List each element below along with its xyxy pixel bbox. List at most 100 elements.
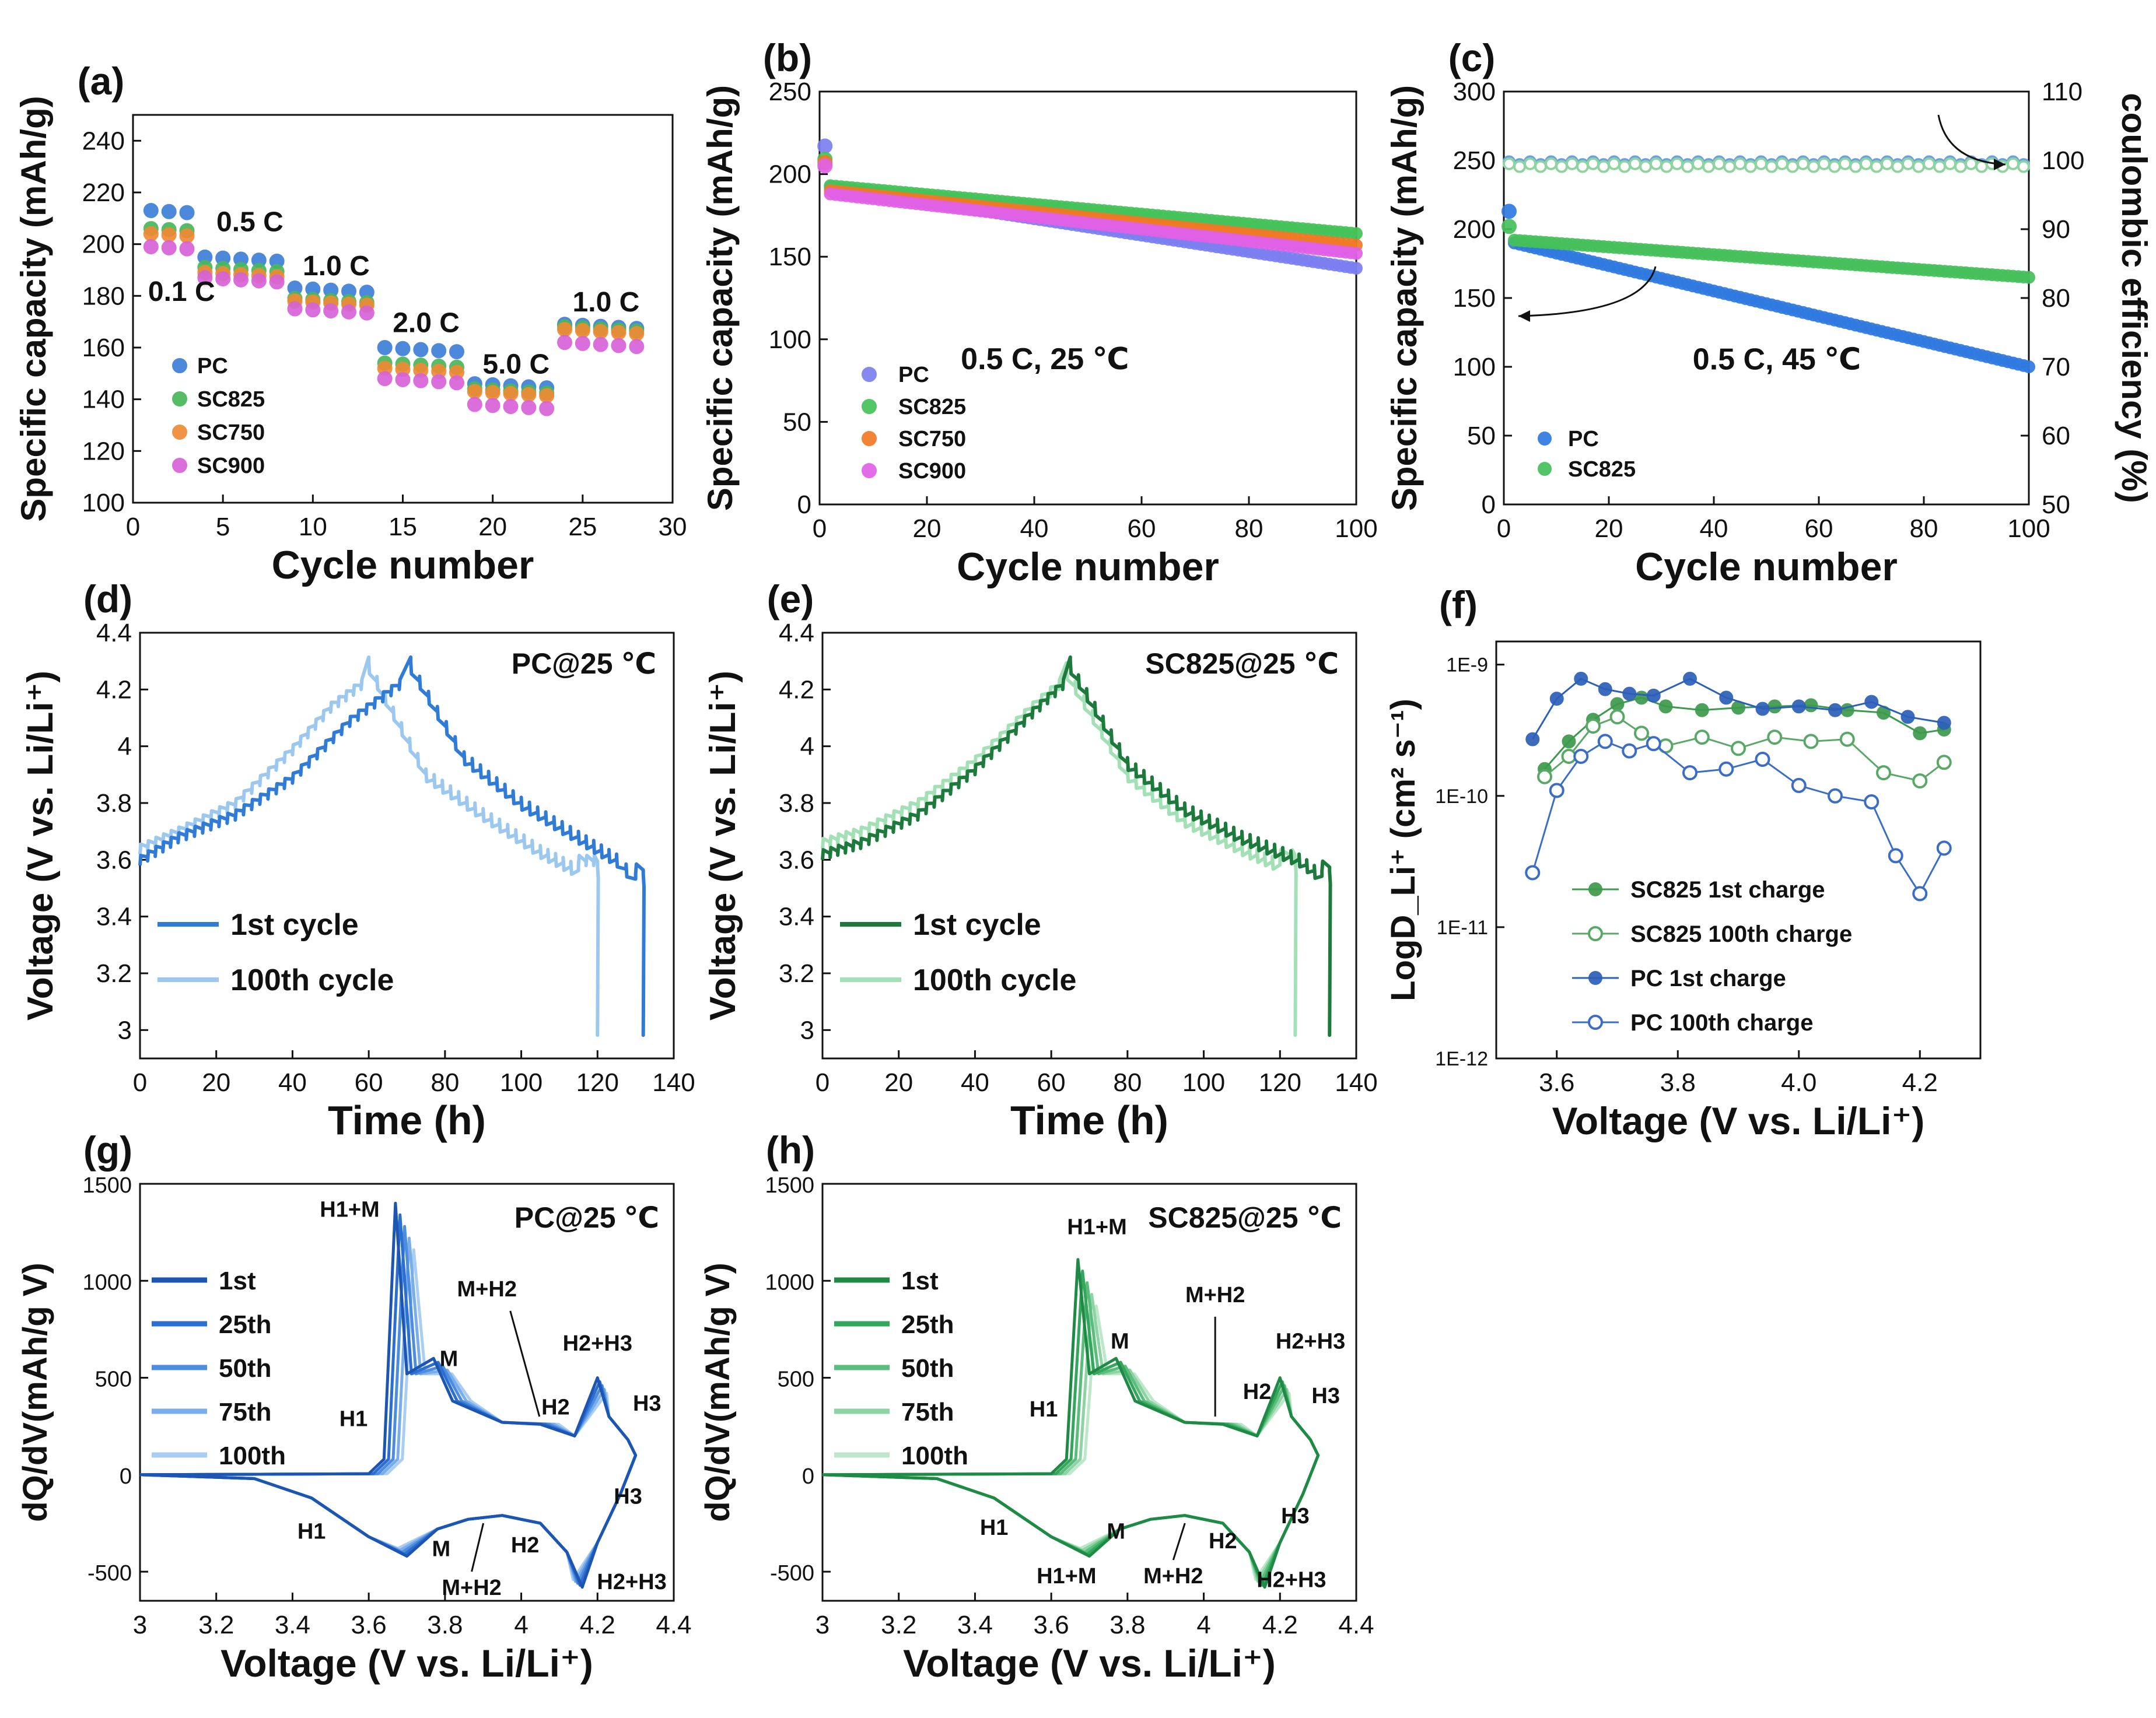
ce-point-c-SC825-85 bbox=[1944, 157, 1957, 170]
point-a-SC900-21 bbox=[503, 399, 519, 415]
x-tick-label-c-4: 80 bbox=[1910, 514, 1938, 543]
ce-point-c-SC825-83 bbox=[1933, 160, 1946, 173]
x-axis-label-a: Cycle number bbox=[272, 543, 534, 587]
y2-tick-label-c-6: 110 bbox=[2042, 78, 2082, 106]
point-a-SC900-10 bbox=[305, 302, 321, 318]
x-tick-label-f-1: 3.8 bbox=[1660, 1068, 1696, 1097]
point-a-SC900-17 bbox=[431, 374, 447, 390]
panel-h: 3 3.2 3.4 3.6 3.8 4 4.2 4.4 -500 0 500 1000 1500 Volt… bbox=[699, 1128, 1374, 1685]
y-tick-label-g-4: 1500 bbox=[82, 1173, 132, 1198]
point-c-SC825-100 bbox=[2022, 271, 2035, 284]
peak-label-h-11: H1+M bbox=[1037, 1564, 1096, 1589]
peak-label-h-8: H1 bbox=[980, 1516, 1009, 1540]
ce-point-c-SC825-71 bbox=[1870, 160, 1883, 173]
y-tick-label-a-5: 200 bbox=[82, 230, 125, 259]
legend-label-d-1: 100th cycle bbox=[230, 963, 394, 997]
y2-tick-label-c-4: 90 bbox=[2042, 215, 2070, 244]
arrow-right-c bbox=[1937, 114, 2006, 166]
legend-marker-a-2 bbox=[172, 425, 187, 440]
x-tick-label-e-1: 20 bbox=[884, 1068, 913, 1097]
y-tick-label-d-3: 3.6 bbox=[96, 846, 132, 874]
x-tick-label-a-5: 25 bbox=[568, 513, 597, 541]
legend-marker-a-1 bbox=[172, 391, 187, 406]
point-f-1-2 bbox=[1586, 718, 1601, 734]
legend-label-f-2: PC 1st charge bbox=[1630, 966, 1786, 991]
series-line-h-75th bbox=[822, 1293, 1320, 1583]
point-a-SC900-23 bbox=[539, 401, 555, 416]
y-tick-label-d-6: 4.2 bbox=[96, 675, 132, 704]
x-tick-label-e-6: 120 bbox=[1259, 1068, 1301, 1097]
point-a-SC750-23 bbox=[539, 388, 555, 404]
point-b-SC900-100 bbox=[1350, 247, 1363, 260]
legend-label-h-3: 75th bbox=[901, 1398, 954, 1426]
legend-marker-c-1 bbox=[1538, 462, 1552, 476]
point-a-SC750-21 bbox=[503, 385, 519, 401]
point-a-PC-17 bbox=[431, 343, 447, 359]
series-line-d-100th-cycle bbox=[138, 655, 600, 1037]
y-axis-label-c: Specific capacity (mAh/g) bbox=[1385, 85, 1424, 511]
ce-point-c-SC825-49 bbox=[1755, 157, 1768, 170]
annotation-b-0: 0.5 C, 25 ℃ bbox=[961, 342, 1129, 376]
x-tick-label-c-3: 60 bbox=[1805, 514, 1833, 543]
ce-point-c-SC825-81 bbox=[1923, 157, 1936, 170]
y-tick-label-a-6: 220 bbox=[82, 178, 125, 207]
legend-label-h-1: 25th bbox=[901, 1310, 954, 1339]
peak-label-h-0: H1+M bbox=[1067, 1215, 1126, 1239]
point-a-SC900-27 bbox=[611, 338, 626, 353]
y-tick-label-c-5: 250 bbox=[1453, 146, 1496, 175]
point-a-SC750-28 bbox=[629, 326, 645, 342]
x-axis-label-e: Time (h) bbox=[1010, 1098, 1168, 1143]
y-axis-label-d: Voltage (V vs. Li/Li⁺) bbox=[20, 671, 61, 1021]
y2-axis-label-c: coulombic efficiency (%) bbox=[2115, 93, 2154, 503]
point-c-PC-100 bbox=[2022, 360, 2035, 373]
y-tick-label-b-2: 100 bbox=[769, 325, 811, 354]
ce-point-c-SC825-47 bbox=[1744, 160, 1757, 173]
point-a-SC750-19 bbox=[467, 384, 482, 399]
y2-tick-label-c-0: 50 bbox=[2042, 490, 2070, 519]
legend-label-c-0: PC bbox=[1568, 427, 1599, 451]
point-f-1-1 bbox=[1561, 748, 1577, 764]
point-f-2-4 bbox=[1622, 686, 1637, 701]
chart-title-e: SC825@25 ℃ bbox=[1145, 647, 1339, 680]
x-tick-label-e-3: 60 bbox=[1037, 1068, 1066, 1097]
y-axis-label-g: dQ/dV(mAh/g V) bbox=[16, 1263, 54, 1522]
annotation-a-1: 0.5 C bbox=[216, 207, 284, 238]
ce-point-c-SC825-19 bbox=[1597, 160, 1610, 173]
point-f-0-12 bbox=[1913, 726, 1927, 741]
point-f-3-4 bbox=[1622, 743, 1637, 759]
series-line-h-50th bbox=[822, 1281, 1320, 1585]
point-a-SC750-26 bbox=[593, 324, 608, 339]
legend-label-c-1: SC825 bbox=[1568, 457, 1636, 482]
point-a-SC900-6 bbox=[233, 272, 249, 287]
y-tick-label-b-4: 200 bbox=[769, 160, 811, 189]
x-tick-label-g-3: 3.6 bbox=[351, 1611, 387, 1639]
point-a-SC900-15 bbox=[395, 371, 411, 387]
peak-label-g-0: H1+M bbox=[320, 1198, 379, 1222]
x-axis-label-c: Cycle number bbox=[1635, 545, 1898, 589]
x-tick-label-e-0: 0 bbox=[816, 1068, 830, 1097]
point-a-SC750-20 bbox=[485, 385, 501, 401]
point-f-2-6 bbox=[1683, 671, 1697, 686]
y-tick-label-e-3: 3.6 bbox=[779, 846, 814, 874]
ce-point-c-SC825-1 bbox=[1503, 157, 1516, 170]
point-a-SC900-12 bbox=[341, 304, 356, 320]
plot-frame-h bbox=[821, 1183, 1357, 1602]
legend-label-a-0: PC bbox=[197, 354, 228, 378]
legend-marker-a-3 bbox=[172, 458, 187, 473]
ce-point-c-SC825-57 bbox=[1797, 157, 1810, 170]
x-tick-label-d-7: 140 bbox=[652, 1068, 695, 1097]
ce-point-c-SC825-87 bbox=[1954, 160, 1967, 173]
ce-point-c-SC825-53 bbox=[1776, 157, 1788, 170]
peak-label-g-10: H2 bbox=[511, 1533, 540, 1558]
panel-label-e: (e) bbox=[767, 577, 814, 620]
legend-label-b-0: PC bbox=[898, 363, 929, 387]
point-b-PC-100 bbox=[1350, 262, 1363, 275]
ce-point-c-SC825-43 bbox=[1723, 160, 1736, 173]
point-f-0-1 bbox=[1562, 734, 1576, 749]
x-tick-label-h-1: 3.2 bbox=[881, 1611, 916, 1639]
legend-marker-b-1 bbox=[862, 399, 877, 414]
y-tick-label-b-0: 0 bbox=[797, 490, 811, 519]
legend-label-e-1: 100th cycle bbox=[913, 963, 1076, 997]
ce-point-c-SC825-15 bbox=[1576, 160, 1589, 173]
